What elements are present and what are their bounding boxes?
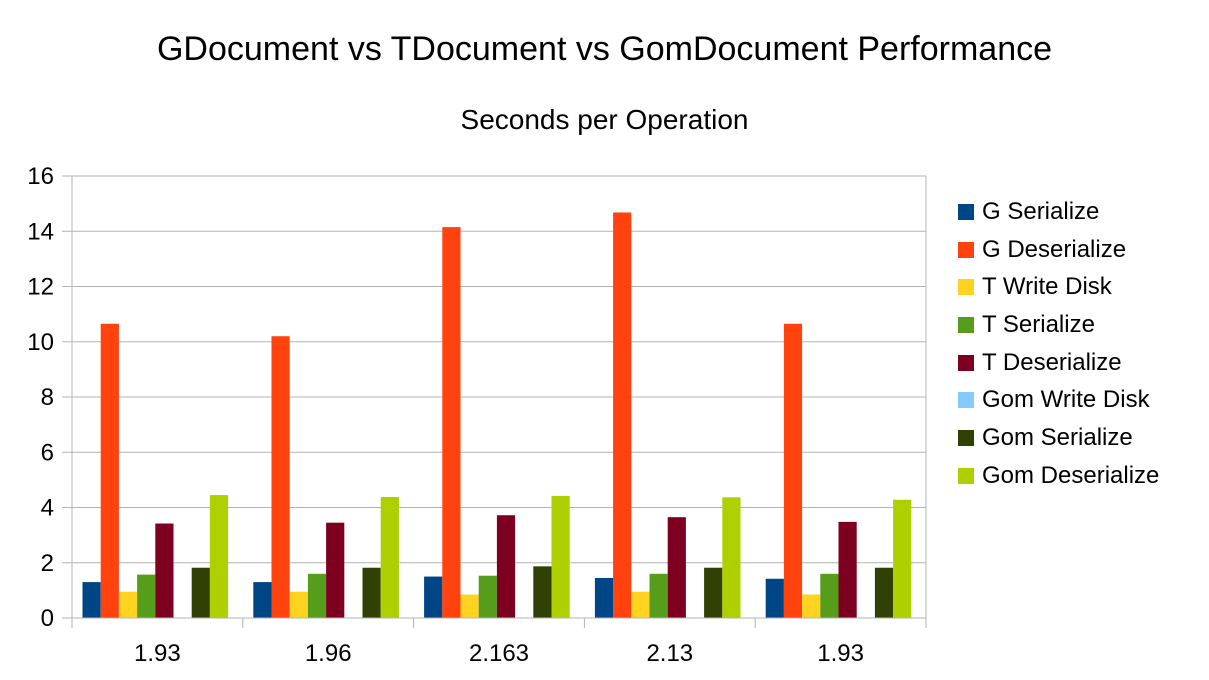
legend-label: Gom Serialize bbox=[982, 423, 1133, 451]
bar-t-serialize bbox=[478, 575, 497, 618]
legend-swatch bbox=[958, 467, 974, 484]
bar-g-serialize bbox=[765, 578, 784, 618]
bar-gom-serialize bbox=[533, 566, 552, 618]
bar-t-serialize bbox=[307, 573, 327, 618]
chart-title: GDocument vs TDocument vs GomDocument Pe… bbox=[156, 30, 1053, 68]
bar-t-write-disk bbox=[118, 591, 138, 618]
bar-t-write-disk bbox=[631, 591, 650, 618]
legend-swatch bbox=[958, 203, 974, 220]
legend-item: T Serialize bbox=[958, 306, 1159, 344]
legend-swatch bbox=[958, 392, 974, 409]
chart-subtitle: Seconds per Operation bbox=[460, 104, 749, 135]
bar-t-deserialize bbox=[496, 515, 516, 618]
x-tick-label: 1.93 bbox=[134, 640, 181, 667]
bar-g-deserialize bbox=[442, 227, 461, 618]
legend-item: T Write Disk bbox=[958, 268, 1159, 306]
bar-t-serialize bbox=[820, 573, 839, 618]
legend: G Serialize G Deserialize T Write Disk T Se… bbox=[958, 193, 1159, 495]
x-tick-label: 2.163 bbox=[469, 640, 529, 667]
legend-label: T Serialize bbox=[982, 310, 1095, 338]
legend-swatch bbox=[958, 316, 974, 333]
y-tick-label: 16 bbox=[27, 163, 54, 190]
bar-gom-serialize bbox=[704, 567, 723, 618]
legend-item: T Deserialize bbox=[958, 344, 1159, 382]
bar-t-serialize bbox=[649, 573, 668, 618]
legend-label: T Deserialize bbox=[982, 348, 1122, 376]
y-tick-label: 8 bbox=[41, 384, 54, 411]
bar-t-serialize bbox=[137, 574, 156, 618]
bar-gom-deserialize bbox=[380, 497, 399, 618]
bar-t-deserialize bbox=[667, 517, 686, 618]
legend-label: T Write Disk bbox=[982, 273, 1112, 301]
bar-t-deserialize bbox=[155, 523, 174, 618]
legend-item: Gom Serialize bbox=[958, 419, 1159, 457]
y-tick-label: 10 bbox=[27, 329, 54, 356]
bar-g-serialize bbox=[424, 576, 443, 618]
y-tick-label: 12 bbox=[27, 274, 54, 301]
bar-gom-serialize bbox=[191, 567, 210, 618]
bar-g-deserialize bbox=[783, 323, 803, 618]
x-tick-label: 1.93 bbox=[817, 640, 864, 667]
bar-t-write-disk bbox=[460, 594, 479, 618]
legend-swatch bbox=[958, 354, 974, 371]
bar-gom-serialize bbox=[362, 567, 381, 618]
y-tick-label: 0 bbox=[41, 605, 54, 632]
x-tick-label: 1.96 bbox=[305, 640, 352, 667]
bar-g-deserialize bbox=[613, 212, 632, 618]
bar-g-serialize bbox=[82, 582, 101, 618]
bar-gom-deserialize bbox=[893, 499, 912, 618]
legend-swatch bbox=[958, 241, 974, 258]
bar-gom-deserialize bbox=[551, 495, 570, 618]
bar-t-write-disk bbox=[289, 591, 308, 618]
bar-t-write-disk bbox=[802, 594, 821, 618]
legend-label: Gom Deserialize bbox=[982, 461, 1160, 489]
legend-swatch bbox=[958, 429, 974, 446]
y-tick-label: 4 bbox=[41, 495, 54, 522]
legend-label: G Serialize bbox=[982, 197, 1100, 225]
y-tick-label: 14 bbox=[27, 218, 54, 245]
legend-swatch bbox=[958, 279, 974, 296]
bar-g-serialize bbox=[594, 577, 614, 618]
bar-t-deserialize bbox=[838, 521, 857, 618]
bar-g-deserialize bbox=[100, 323, 119, 618]
bar-g-serialize bbox=[253, 582, 272, 618]
legend-item: Gom Deserialize bbox=[958, 457, 1159, 495]
legend-label: G Deserialize bbox=[982, 235, 1127, 263]
bar-gom-deserialize bbox=[209, 495, 229, 618]
bar-gom-serialize bbox=[874, 567, 894, 618]
legend-label: Gom Write Disk bbox=[982, 386, 1150, 414]
legend-item: G Deserialize bbox=[958, 231, 1159, 269]
legend-item: Gom Write Disk bbox=[958, 381, 1159, 419]
x-tick-label: 2.13 bbox=[646, 640, 693, 667]
bar-t-deserialize bbox=[326, 522, 345, 618]
bar-gom-deserialize bbox=[722, 497, 741, 618]
bar-g-deserialize bbox=[271, 336, 290, 618]
legend-item: G Serialize bbox=[958, 193, 1159, 231]
y-tick-label: 2 bbox=[41, 550, 54, 577]
y-tick-label: 6 bbox=[41, 439, 54, 466]
